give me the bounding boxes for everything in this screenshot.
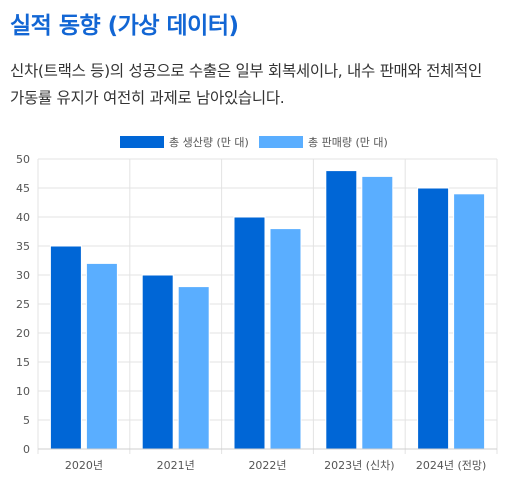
bar-sales[interactable] <box>361 175 394 450</box>
x-tick-label: 2020년 <box>65 459 103 472</box>
chart-axes: 0 5 10 15 20 25 30 35 40 45 50 2020년 2021년 2022년 2023년… <box>16 153 497 472</box>
y-tick-label: 15 <box>16 356 30 369</box>
y-tick-label: 10 <box>16 385 30 398</box>
x-tick-label: 2023년 (신차) <box>324 459 394 472</box>
bar-production[interactable] <box>233 216 266 450</box>
y-tick-label: 40 <box>16 211 30 224</box>
y-tick-label: 0 <box>23 443 30 456</box>
page-title: 실적 동향 (가상 데이터) <box>10 13 239 39</box>
legend-label[interactable]: 총 생산량 (만 대) <box>169 136 249 149</box>
bar-production[interactable] <box>49 245 82 450</box>
y-tick-label: 35 <box>16 240 30 253</box>
legend-swatch[interactable] <box>259 136 303 148</box>
legend-label[interactable]: 총 판매량 (만 대) <box>308 136 388 149</box>
bar-production[interactable] <box>417 187 450 450</box>
y-tick-label: 5 <box>23 414 30 427</box>
x-tick-label: 2024년 (전망) <box>416 459 486 472</box>
bar-sales[interactable] <box>85 262 118 450</box>
bar-sales[interactable] <box>453 193 486 450</box>
y-tick-label: 25 <box>16 298 30 311</box>
y-tick-label: 45 <box>16 182 30 195</box>
bar-sales[interactable] <box>269 228 302 450</box>
chart-legend[interactable]: 총 생산량 (만 대) 총 판매량 (만 대) <box>120 136 388 149</box>
y-tick-label: 30 <box>16 269 30 282</box>
page-description: 신차(트랙스 등)의 성공으로 수출은 일부 회복세이나, 내수 판매와 전체적… <box>10 62 482 107</box>
chart-bars <box>49 170 486 450</box>
y-tick-label: 20 <box>16 327 30 340</box>
y-tick-label: 50 <box>16 153 30 166</box>
bar-production[interactable] <box>141 274 174 450</box>
bar-production[interactable] <box>325 170 358 450</box>
legend-swatch[interactable] <box>120 136 164 148</box>
bar-sales[interactable] <box>177 286 210 450</box>
x-tick-label: 2022년 <box>248 459 286 472</box>
x-tick-label: 2021년 <box>157 459 195 472</box>
